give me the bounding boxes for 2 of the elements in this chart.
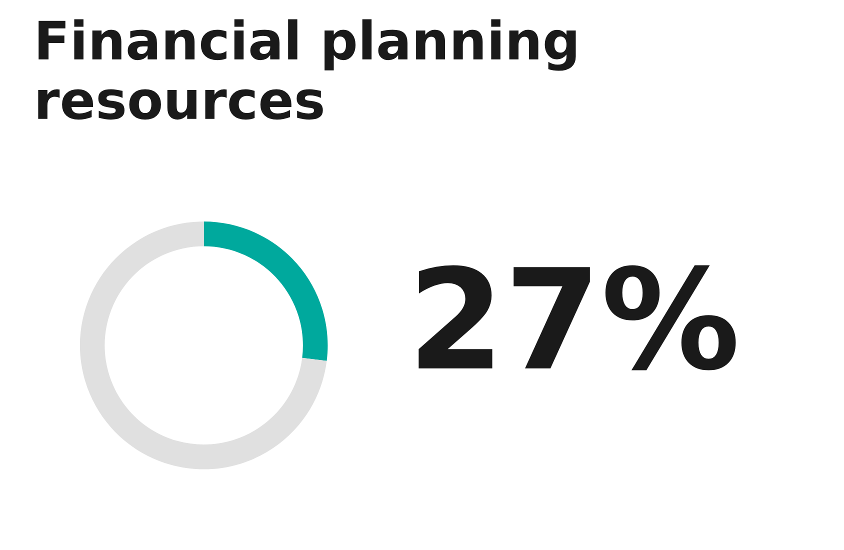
data-label: 27% [418, 265, 736, 370]
chart-title: Financial planning resources [38, 19, 576, 120]
